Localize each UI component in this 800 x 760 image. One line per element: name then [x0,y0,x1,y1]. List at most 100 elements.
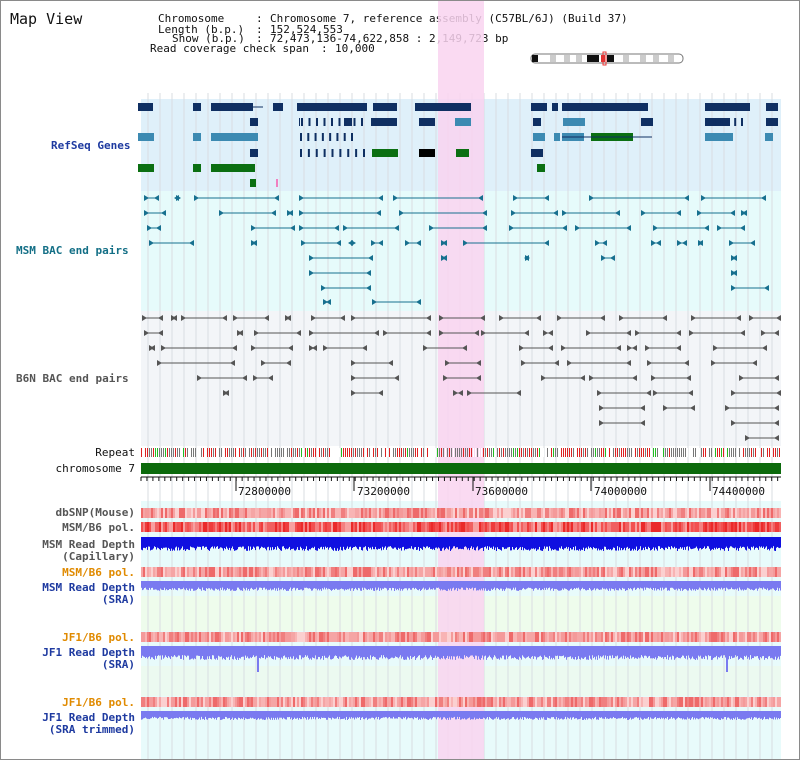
depth-bar [532,711,533,720]
depth-bar [493,646,494,658]
depth-bar [164,537,165,548]
heat-cell [193,508,195,518]
bac-end-marker [499,315,504,321]
exon-tick [339,149,342,157]
repeat-segment [311,448,312,457]
depth-bar [698,646,699,656]
bac-end-marker [312,345,317,351]
depth-bar [554,711,555,719]
depth-bar [186,537,187,550]
heat-cell [235,522,237,532]
depth-bar [235,711,236,718]
heat-cell [263,522,265,532]
depth-bar [642,581,643,589]
depth-bar [367,646,368,657]
depth-bar [154,646,155,660]
depth-bar [488,581,489,590]
heat-cell [521,697,523,707]
depth-bar [711,646,712,660]
depth-bar [747,646,748,659]
depth-bar [297,646,298,659]
heat-cell [151,508,153,518]
depth-bar [290,646,291,657]
repeat-segment [557,448,558,457]
gene-exon [705,118,730,126]
depth-bar [453,646,454,657]
heat-cell [717,697,719,707]
depth-bar [712,537,713,549]
depth-bar [153,537,154,549]
repeat-segment [427,448,428,457]
depth-bar [675,537,676,549]
depth-bar [219,711,220,718]
depth-bar [541,646,542,657]
heat-cell [515,508,517,518]
heat-cell [703,567,705,577]
depth-bar [607,711,608,719]
depth-bar [269,711,270,719]
heat-cell [469,508,471,518]
heat-cell [499,508,501,518]
heat-cell [511,567,513,577]
bac-end-marker [519,345,524,351]
repeat-segment [727,448,728,457]
bac-end-marker [467,390,472,396]
depth-bar [377,711,378,720]
depth-bar [411,711,412,718]
depth-bar [649,711,650,720]
depth-bar [263,537,264,548]
depth-bar [571,646,572,659]
heat-cell [425,567,427,577]
heat-cell [731,632,733,642]
depth-bar [182,537,183,547]
repeat-segment [665,448,666,457]
depth-bar [485,581,486,589]
depth-bar [633,711,634,719]
heat-cell [205,522,207,532]
heat-cell [649,697,651,707]
heat-cell [397,522,399,532]
heat-cell [589,522,591,532]
repeat-segment [633,448,634,457]
depth-bar [355,581,356,588]
heat-cell [741,508,743,518]
heat-cell [645,508,647,518]
heat-cell [693,522,695,532]
heat-cell [531,632,533,642]
heat-cell [573,632,575,642]
repeat-segment [519,448,520,457]
depth-bar [309,537,310,550]
heat-cell [283,697,285,707]
depth-bar [656,537,657,550]
gene-exon [250,118,258,126]
repeat-segment [391,448,392,457]
depth-bar [322,711,323,718]
depth-bar [226,646,227,657]
heat-cell [249,567,251,577]
bac-end-marker [309,270,314,276]
repeat-segment [625,448,626,457]
heat-cell [323,508,325,518]
length-value: 152,524,553 [270,23,343,36]
bac-end-marker [161,345,166,351]
repeat-segment [535,448,536,457]
depth-bar [158,581,159,591]
depth-bar [337,711,338,717]
depth-bar [450,711,451,720]
heat-cell [411,508,413,518]
depth-bar [388,537,389,547]
depth-bar [208,537,209,551]
depth-bar [155,581,156,590]
heat-cell [327,567,329,577]
depth-bar [154,581,155,590]
depth-bar [232,646,233,660]
depth-bar [490,581,491,591]
repeat-segment [515,448,516,457]
depth-bar [526,537,527,550]
depth-bar [243,646,244,657]
repeat-segment [283,448,284,457]
heat-cell [651,508,653,518]
repeat-segment [213,448,214,457]
depth-bar [200,537,201,547]
